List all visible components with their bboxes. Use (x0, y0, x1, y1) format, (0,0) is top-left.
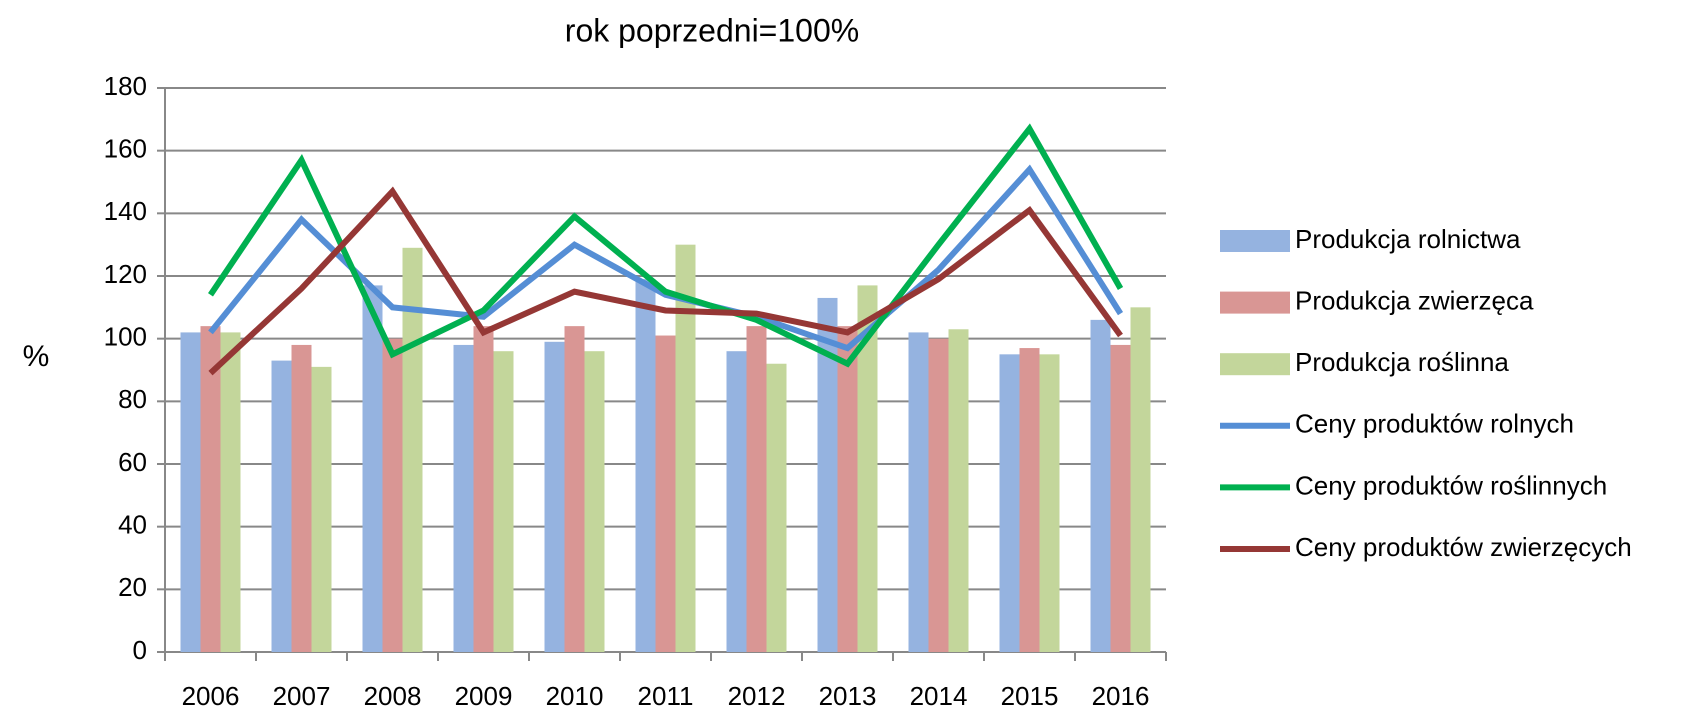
x-tick-label: 2009 (455, 681, 513, 711)
bar (291, 344, 312, 652)
bar (857, 285, 878, 652)
bar (948, 329, 969, 652)
line (208, 123, 1124, 368)
legend-label: Produkcja zwierzęca (1295, 285, 1534, 315)
bar (362, 285, 383, 652)
bar (675, 244, 696, 652)
bar (311, 366, 332, 652)
chart-title: rok poprzedni=100% (565, 12, 859, 48)
bar (635, 279, 656, 652)
legend-label: Ceny produktów rolnych (1295, 409, 1574, 439)
bar (453, 344, 474, 652)
bar (564, 326, 585, 652)
bar (1130, 307, 1151, 652)
bar (382, 338, 403, 652)
legend-label: Ceny produktów zwierzęcych (1295, 532, 1632, 562)
y-tick-label: 0 (133, 635, 147, 665)
x-tick-label: 2015 (1001, 681, 1059, 711)
bar (746, 326, 767, 652)
legend-swatch (1220, 353, 1290, 376)
y-tick-label: 140 (104, 196, 147, 226)
bar (1090, 319, 1111, 652)
bar (837, 326, 858, 652)
y-tick-label: 100 (104, 322, 147, 352)
x-tick-label: 2011 (638, 681, 694, 711)
bar (493, 351, 514, 652)
bar (1019, 348, 1040, 652)
y-tick-label: 60 (118, 447, 147, 477)
legend-label: Produkcja rolnictwa (1295, 224, 1521, 254)
bar (473, 326, 494, 652)
x-tick-label: 2007 (273, 681, 331, 711)
bar (220, 332, 241, 652)
bar (999, 354, 1020, 652)
bar (180, 332, 201, 652)
bar (271, 360, 292, 652)
bar (817, 297, 838, 652)
x-tick-label: 2014 (910, 681, 968, 711)
y-tick-label: 160 (104, 134, 147, 164)
y-tick-label: 180 (104, 71, 147, 101)
x-tick-label: 2013 (819, 681, 877, 711)
x-tick-label: 2012 (728, 681, 786, 711)
bar (1110, 344, 1131, 652)
y-tick-label: 20 (118, 572, 147, 602)
y-tick-label: 80 (118, 384, 147, 414)
y-axis-label: % (23, 340, 50, 373)
x-tick-label: 2008 (364, 681, 422, 711)
legend-label: Ceny produktów roślinnych (1295, 470, 1607, 500)
x-tick-label: 2006 (182, 681, 240, 711)
legend-label: Produkcja roślinna (1295, 347, 1509, 377)
bar (1039, 354, 1060, 652)
bar (726, 351, 747, 652)
y-tick-label: 120 (104, 259, 147, 289)
y-tick-label: 40 (118, 510, 147, 540)
bar (200, 326, 221, 652)
bar (766, 363, 787, 652)
line (208, 186, 1123, 376)
bar (655, 335, 676, 652)
bar (928, 338, 949, 652)
bar (908, 332, 929, 652)
legend-swatch (1220, 230, 1290, 252)
legend-swatch (1220, 291, 1290, 314)
bar (584, 351, 605, 652)
x-tick-label: 2016 (1092, 681, 1150, 711)
bar (544, 341, 565, 652)
x-tick-label: 2010 (546, 681, 604, 711)
